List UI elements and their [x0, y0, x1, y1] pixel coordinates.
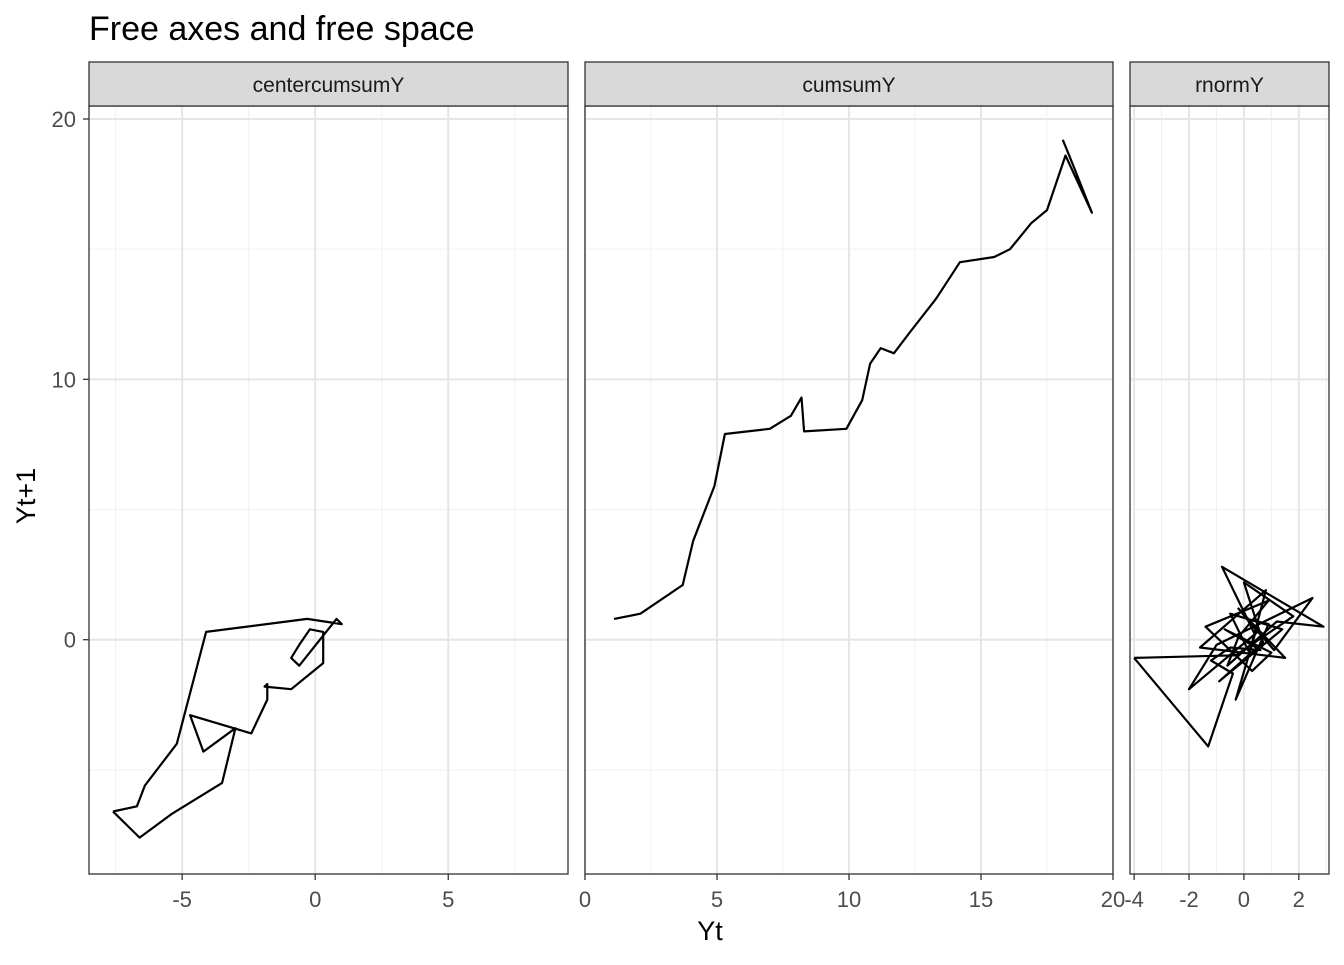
x-tick-label: 0	[1238, 887, 1250, 912]
facet-strip	[88, 61, 569, 107]
facet-strip-label: cumsumY	[802, 74, 895, 97]
x-tick-label: 0	[579, 887, 591, 912]
x-axis-title: Yt	[697, 916, 723, 946]
facet-strip-label: rnormY	[1195, 74, 1264, 97]
x-tick-label: 5	[442, 887, 454, 912]
y-tick-label: 0	[64, 628, 76, 653]
facet-panel-rnormY: rnormY -4 -2 0 2	[1124, 61, 1330, 912]
panel-border	[88, 105, 569, 875]
facet-strip	[1129, 61, 1330, 107]
y-tick-label: 20	[52, 107, 76, 132]
x-tick-label: -4	[1124, 887, 1144, 912]
x-tick-label: -5	[172, 887, 192, 912]
y-tick-label: 10	[52, 367, 76, 392]
x-tick-label: 0	[309, 887, 321, 912]
x-tick-label: 5	[711, 887, 723, 912]
series-line-rnormY	[1133, 565, 1325, 748]
chart-title: Free axes and free space	[89, 10, 475, 48]
x-tick-label: 2	[1293, 887, 1305, 912]
x-tick-label: 10	[837, 887, 861, 912]
facet-panel-centercumsumY: centercumsumY -5 0 5	[88, 61, 569, 912]
facet-panel-cumsumY: cumsumY 0 5 10 15 20	[579, 61, 1125, 912]
facet-strip	[584, 61, 1114, 107]
x-tick-label: 20	[1101, 887, 1125, 912]
y-axis-title: Yt+1	[11, 468, 41, 524]
x-tick-label: 15	[969, 887, 993, 912]
x-tick-label: -2	[1179, 887, 1199, 912]
series-line-centercumsumY	[112, 617, 343, 839]
series-line-cumsumY	[613, 139, 1093, 620]
facet-strip-label: centercumsumY	[253, 74, 405, 97]
